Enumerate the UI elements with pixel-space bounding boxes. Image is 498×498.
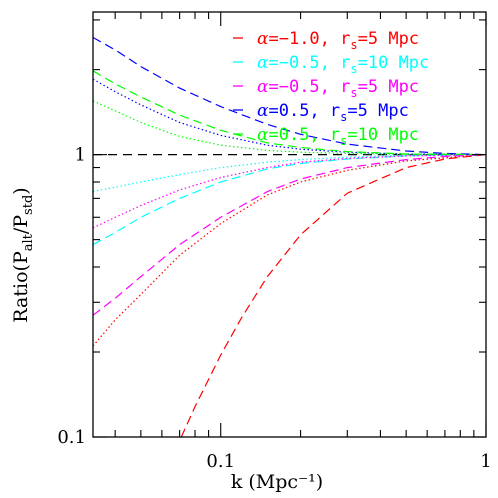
legend-value: =−0.5, xyxy=(268,77,340,97)
series-line-9 xyxy=(93,70,486,156)
series-line-1 xyxy=(180,154,486,437)
legend-value: =0.5, xyxy=(268,125,329,145)
legend-greek: α xyxy=(257,77,269,97)
y-tick-label: 0.1 xyxy=(57,427,86,448)
legend-sub: s xyxy=(340,134,347,148)
series-line-7 xyxy=(93,36,486,156)
legend-r: r xyxy=(330,101,340,121)
legend-rest: =10 Mpc xyxy=(347,125,419,145)
series-group xyxy=(93,36,486,437)
legend-rest: =10 Mpc xyxy=(358,53,430,73)
series-line-2 xyxy=(93,154,486,347)
y-axis-label: Ratio(Palt/Pstd) xyxy=(10,187,36,322)
legend-rest: =5 Mpc xyxy=(358,77,419,97)
plot-frame xyxy=(92,11,487,438)
y-axis-label-slash: /P xyxy=(10,215,32,234)
legend-r: r xyxy=(330,125,340,145)
legend-sub: s xyxy=(350,86,357,100)
legend-entry-2: α=−0.5, rs=10 Mpc xyxy=(257,53,429,76)
legend-rest: =5 Mpc xyxy=(347,101,408,121)
legend-entry-4: α=0.5, rs=5 Mpc xyxy=(257,101,409,124)
series-line-10 xyxy=(93,100,486,156)
y-axis-label-close: ) xyxy=(10,187,32,194)
series-line-3 xyxy=(93,154,486,246)
y-axis-label-sub-alt: alt xyxy=(21,233,36,251)
legend-r: r xyxy=(340,77,350,97)
legend-greek: α xyxy=(257,53,269,73)
legend-sub: s xyxy=(350,38,357,52)
x-tick-label: 0.1 xyxy=(206,451,235,472)
legend-sub: s xyxy=(340,110,347,124)
series-line-5 xyxy=(93,154,486,316)
legend-entry-3: α=−0.5, rs=5 Mpc xyxy=(257,77,419,100)
legend-greek: α xyxy=(257,29,269,49)
y-tick-label: 1 xyxy=(75,145,86,166)
legend-rest: =5 Mpc xyxy=(358,29,419,49)
legend-r: r xyxy=(340,53,350,73)
legend-value: =−0.5, xyxy=(268,53,340,73)
x-tick-label: 1 xyxy=(480,451,491,472)
series-line-6 xyxy=(93,154,486,229)
x-axis-label: k (Mpc⁻¹) xyxy=(231,471,323,493)
legend-greek: α xyxy=(257,101,269,121)
legend-sub: s xyxy=(350,62,357,76)
ticks-group xyxy=(93,12,487,438)
tick-labels-group: 0.1 1 0.1 1 xyxy=(57,145,491,472)
series-line-4 xyxy=(93,154,486,193)
legend-greek: α xyxy=(257,125,269,145)
y-axis-label-sub-std: std xyxy=(21,195,36,215)
legend-value: =−1.0, xyxy=(268,29,340,49)
legend-value: =0.5, xyxy=(268,101,329,121)
legend-entry-5: α=0.5, rs=10 Mpc xyxy=(257,125,419,148)
legend-entry-1: α=−1.0, rs=5 Mpc xyxy=(257,29,419,52)
y-axis-label-main: Ratio(P xyxy=(10,251,32,323)
legend-r: r xyxy=(340,29,350,49)
